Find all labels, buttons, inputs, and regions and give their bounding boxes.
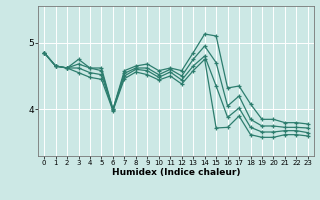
X-axis label: Humidex (Indice chaleur): Humidex (Indice chaleur) [112, 168, 240, 177]
